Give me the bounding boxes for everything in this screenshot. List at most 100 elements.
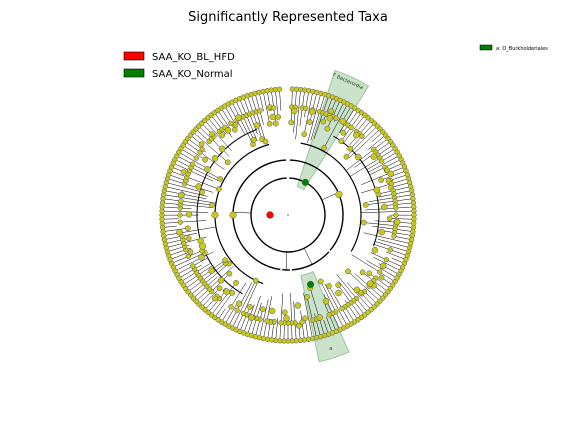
taxon-node <box>379 262 387 270</box>
leaf-branch <box>224 105 236 125</box>
taxon-node <box>393 205 399 211</box>
taxon-node <box>347 145 354 152</box>
leaf-branch <box>369 273 391 289</box>
phylum-arc <box>289 159 344 251</box>
leaf-branch <box>385 202 414 206</box>
legend-label-1: SAA_KO_Normal <box>152 69 233 80</box>
taxon-node <box>309 317 316 323</box>
taxon-node <box>345 268 351 275</box>
leaf-branch <box>178 151 206 168</box>
leaf-branch <box>247 95 263 140</box>
taxon-node <box>211 155 219 162</box>
taxon-node <box>228 120 234 127</box>
taxon-node <box>235 114 242 121</box>
taxon-node <box>343 153 350 160</box>
taxon-node <box>199 146 205 153</box>
leaf-branch <box>351 254 396 282</box>
taxon-node <box>359 269 366 276</box>
leaf-branch <box>187 262 226 292</box>
leaf-branch <box>346 282 372 310</box>
taxon-node <box>259 306 266 313</box>
enriched-node-bl-hfd <box>266 211 274 219</box>
leaf-branch <box>365 292 378 305</box>
phylum-node <box>335 190 343 198</box>
leaf-branch <box>195 266 234 302</box>
taxon-node <box>276 86 283 92</box>
leaf-branch <box>221 107 236 130</box>
leaf-branch <box>309 288 325 336</box>
leaf-branch <box>232 280 256 329</box>
leaf-branch <box>167 178 214 193</box>
leaf-branch <box>323 97 333 122</box>
leaf-branch <box>174 251 214 272</box>
taxon-node <box>391 233 397 239</box>
leaf-branch <box>395 236 412 240</box>
taxon-node <box>185 211 193 218</box>
taxon-node <box>302 315 308 322</box>
leaf-branch <box>178 264 202 279</box>
taxon-node <box>387 170 395 178</box>
taxon-node <box>393 212 399 218</box>
taxon-node <box>240 310 247 317</box>
leaf-branch <box>307 93 322 143</box>
leaf-branch <box>369 194 413 202</box>
taxon-node <box>232 121 239 128</box>
taxon-node <box>304 294 310 300</box>
taxon-node <box>386 215 393 222</box>
taxon-node <box>190 263 196 269</box>
order-arc <box>333 135 380 247</box>
taxon-node <box>296 323 302 329</box>
leaf-branch <box>190 263 229 296</box>
leaf-branch <box>250 94 266 142</box>
taxon-node <box>217 176 224 182</box>
leaf-branch <box>320 281 344 329</box>
taxon-node <box>224 159 231 166</box>
leaf-branch <box>363 232 411 244</box>
leaf-branch <box>217 110 231 130</box>
clade-key-swatch <box>479 44 493 51</box>
taxon-node <box>209 131 215 137</box>
taxon-node <box>271 105 277 111</box>
leaf-branch <box>163 228 188 232</box>
taxon-node <box>353 131 360 139</box>
taxon-node <box>339 118 346 125</box>
leaf-branch <box>350 148 396 177</box>
leaf-branch <box>366 260 398 279</box>
leaf-branch <box>324 283 348 327</box>
taxon-node <box>377 269 383 275</box>
leaf-branch <box>306 296 317 338</box>
leaf-branch <box>361 210 414 213</box>
kingdom-arc <box>250 177 326 253</box>
leaf-branch <box>162 218 179 220</box>
taxon-node <box>303 105 309 112</box>
taxon-node <box>378 274 385 281</box>
taxon-node <box>266 120 273 127</box>
taxon-node <box>278 320 284 326</box>
taxon-node <box>216 285 223 292</box>
taxon-node <box>248 314 255 322</box>
taxon-node <box>275 114 281 120</box>
leaf-branch <box>185 259 226 289</box>
leaf-branch <box>210 115 227 136</box>
leaf-branch <box>169 170 220 190</box>
taxon-node <box>340 129 347 136</box>
leaf-branch <box>367 135 386 151</box>
leaf-branch <box>345 307 355 323</box>
taxon-node <box>233 279 239 286</box>
taxon-node <box>204 165 211 173</box>
phylum-node <box>229 211 237 219</box>
taxon-node <box>393 218 401 226</box>
leaf-branch <box>346 125 378 157</box>
leaf-branch <box>365 198 413 206</box>
taxon-node <box>366 280 374 287</box>
taxon-node <box>324 125 331 132</box>
class-arc <box>300 142 362 252</box>
leaf-branch <box>164 190 207 200</box>
enriched-node-normal-class <box>301 178 309 186</box>
legend-label-0: SAA_KO_BL_HFD <box>152 52 235 63</box>
taxon-node <box>253 122 261 129</box>
taxon-node <box>219 132 226 139</box>
leaf-branch <box>224 301 239 325</box>
leaf-branch <box>303 292 313 339</box>
taxon-node <box>353 286 361 294</box>
